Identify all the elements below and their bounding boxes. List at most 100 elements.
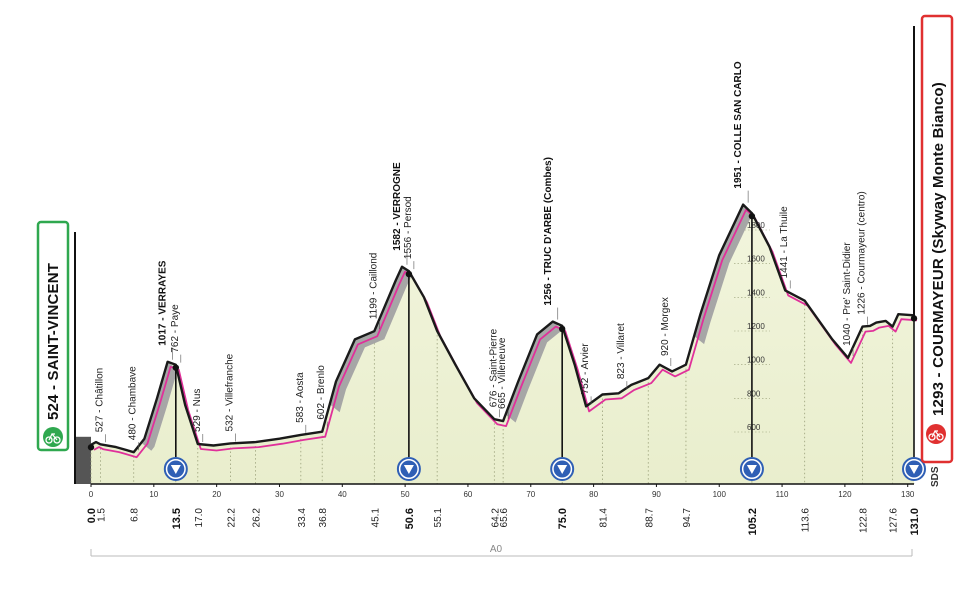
profile-point: 527 - Châtillon (94, 368, 106, 443)
altitude-tick-label: 1800 (747, 221, 765, 230)
checkpoint-arrow-icon (403, 465, 414, 474)
x-axis-tick-label: 30 (275, 490, 284, 499)
profile-point: 762 - Paye (170, 304, 182, 363)
km-label: 17.0 (194, 508, 205, 528)
checkpoint-marker (550, 457, 575, 481)
profile-area (76, 204, 914, 484)
checkpoint-dot (910, 315, 918, 322)
climb-band (505, 321, 563, 423)
x-axis-tick-label: 120 (838, 490, 852, 499)
km-label: 1.5 (96, 508, 107, 522)
km-label: 131.0 (909, 508, 921, 536)
profile-point: 752 - Arvier (580, 343, 592, 405)
checkpoint-arrow-icon (909, 465, 919, 474)
km-label: 55.1 (433, 508, 444, 528)
km-label: 88.7 (644, 508, 655, 528)
start-label: 524 - SAINT-VINCENT (45, 263, 62, 420)
start-strip (76, 436, 91, 484)
profile-point-label: 1199 - Caillond (368, 253, 379, 320)
x-axis-tick-label: 80 (589, 490, 598, 499)
profile-point: 480 - Chambave (128, 366, 140, 451)
profile-point-label: 920 - Morgex (660, 297, 671, 356)
km-label: 13.5 (171, 508, 183, 529)
profile-points: 527 - Châtillon 480 - Chambave 1017 - VERR… (94, 61, 868, 451)
km-label: 94.7 (682, 508, 693, 528)
profile-point: 676 - Saint-Pierre (488, 328, 500, 418)
profile-point-label: 1226 - Courmayeur (centro) (856, 191, 867, 314)
km-label: 33.4 (297, 508, 308, 528)
x-axis-tick-label: 40 (338, 490, 347, 499)
start-dot (87, 444, 95, 451)
km-label: 0.0 (86, 508, 98, 523)
km-label: 105.2 (747, 508, 759, 536)
x-axis-tick-label: 50 (401, 490, 410, 499)
altitude-tick-label: 1600 (747, 255, 765, 264)
x-axis: 0 10 20 30 40 50 60 70 80 90 100 110 120 130 (89, 483, 915, 499)
profile-point: 920 - Morgex (660, 297, 672, 367)
profile-point-label: 676 - Saint-Pierre (488, 328, 499, 407)
profile-point-label: 1441 - La Thuile (779, 206, 790, 279)
profile-point-label: 1017 - VERRAYES (158, 260, 169, 346)
x-axis-tick-label: 100 (713, 490, 727, 499)
km-label: 127.6 (889, 508, 900, 533)
profile-point-label: 665 - Villeneuve (497, 337, 508, 409)
profile-fill (91, 204, 914, 484)
bike-icon (43, 427, 63, 447)
finish-box: 1293 - COURMAYEUR (Skyway Monte Bianco) (920, 14, 954, 464)
profile-point-label: 823 - Villaret (616, 323, 627, 379)
profile-point: 1199 - Caillond (368, 253, 380, 330)
road-label: A0 (490, 544, 503, 555)
checkpoint-dot (748, 212, 756, 220)
profile-point-label: 1256 - TRUC D'ARBE (Combes) (543, 157, 554, 306)
profile-point: 602 - Brenlo (316, 365, 328, 430)
checkpoint-arrow-icon (746, 465, 757, 474)
altitude-tick-label: 1400 (747, 288, 765, 297)
km-labels: 0.01.5 6.8 13.5 17.0 22.2 26.2 33.4 36.8 45.1 50.… (86, 508, 921, 536)
altitude-tick-label: 1000 (747, 356, 765, 365)
profile-top-line (90, 203, 915, 454)
altitude-tick-label: 800 (747, 389, 761, 398)
profile-point-label: 1556 - Persod (403, 196, 414, 259)
checkpoint-lines (87, 212, 918, 457)
profile-point-label: 1040 - Pre' Saint-Didier (842, 242, 853, 346)
profile-point-label: 480 - Chambave (128, 366, 139, 440)
profile-point: 1441 - La Thuile (779, 206, 791, 289)
start-box: 524 - SAINT-VINCENT (36, 220, 70, 452)
checkpoint-markers (163, 457, 926, 481)
profile-point: 1256 - TRUC D'ARBE (Combes) (543, 157, 559, 320)
x-axis-tick-label: 70 (526, 490, 535, 499)
km-label: 26.2 (252, 508, 263, 528)
km-label: 64.2 (490, 508, 501, 528)
profile-point-label: 529 - Nus (192, 389, 203, 432)
profile-point: 583 - Aosta (295, 372, 307, 433)
km-label: 122.8 (858, 508, 869, 533)
km-label: 75.0 (557, 508, 569, 529)
profile-point-label: 527 - Châtillon (94, 368, 105, 432)
profile-point: 823 - Villaret (616, 323, 628, 390)
checkpoint-marker (739, 457, 764, 481)
route-line (93, 208, 918, 459)
profile-point-label: 1951 - COLLE SAN CARLO (733, 61, 744, 188)
profile-point: 1226 - Courmayeur (centro) (856, 191, 868, 325)
climb-band (694, 204, 754, 345)
profile-point: 1017 - VERRAYES (158, 260, 173, 360)
km-label: 50.6 (404, 508, 416, 529)
profile-point: 1556 - Persod (403, 196, 415, 270)
km-label: 22.2 (226, 508, 237, 528)
checkpoint-marker (163, 457, 188, 481)
checkpoint-marker (902, 457, 926, 481)
profile-point-label: 532 - Villefranche (224, 353, 235, 431)
finish-label: 1293 - COURMAYEUR (Skyway Monte Bianco) (930, 82, 947, 416)
km-label: 36.8 (318, 508, 329, 528)
profile-point-label: 602 - Brenlo (316, 365, 327, 420)
km-label: 6.8 (130, 508, 141, 522)
km-label: 81.4 (598, 508, 609, 528)
profile-lines (90, 203, 918, 459)
sds-label: SDS (930, 466, 941, 487)
x-axis-tick-label: 110 (776, 490, 789, 499)
profile-point-label: 762 - Paye (170, 304, 181, 353)
profile-point: 1951 - COLLE SAN CARLO (733, 61, 749, 203)
checkpoint-dot (558, 325, 566, 333)
x-axis-tick-label: 0 (89, 490, 94, 499)
